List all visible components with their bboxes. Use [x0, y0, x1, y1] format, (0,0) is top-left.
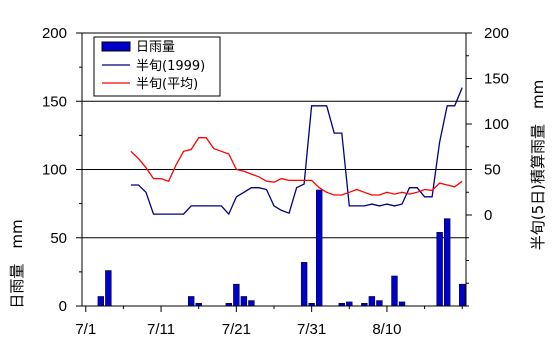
x-tick-label: 7/21 — [222, 321, 251, 338]
daily-rain-bar — [248, 300, 255, 307]
daily-rain-bar — [436, 232, 443, 307]
legend-swatch-daily-rain — [101, 41, 131, 52]
x-tick-label: 7/1 — [75, 321, 96, 338]
right-tick-label: 0 — [484, 207, 492, 224]
daily-rain-bar — [391, 275, 398, 307]
daily-rain-bar — [376, 300, 383, 307]
daily-rain-bar — [443, 218, 451, 307]
legend-label-pentad-average: 半旬(平均) — [136, 77, 198, 92]
daily-rain-bar — [97, 296, 105, 307]
left-tick-label: 50 — [50, 230, 67, 247]
daily-rain-bar — [105, 270, 112, 307]
daily-rain-bar — [315, 189, 323, 307]
daily-rain-bar — [398, 301, 406, 307]
legend-label-daily-rain: 日雨量 — [136, 40, 175, 55]
right-tick-label: 150 — [484, 71, 509, 88]
x-tick-label: 7/31 — [297, 321, 326, 338]
daily-rain-bar — [187, 296, 195, 307]
axis-ticks: 7/1 7/11 7/21 7/31 8/10 0 50 100 150 200 0 50 100 150… — [42, 25, 509, 338]
left-tick-label: 100 — [42, 162, 67, 179]
daily-rain-bar — [459, 283, 466, 307]
right-tick-label: 100 — [484, 116, 509, 133]
daily-rain-bar — [300, 262, 308, 307]
pentad-lines — [130, 87, 463, 216]
left-axis-title-text: 日雨量 mm — [8, 219, 26, 308]
right-tick-label: 50 — [484, 162, 501, 179]
legend-label-pentad-1999: 半旬(1999) — [136, 59, 205, 74]
x-tick-label: 8/10 — [372, 321, 401, 338]
pentad-average-line — [130, 137, 463, 196]
left-tick-label: 0 — [59, 298, 67, 315]
left-tick-label: 200 — [42, 25, 67, 42]
right-axis-title: 半旬(5日)積算雨量 mm — [529, 80, 547, 250]
daily-rain-bar — [240, 296, 248, 307]
daily-rain-bar — [346, 301, 353, 307]
legend: 日雨量 半旬(1999) 半旬(平均) — [93, 36, 221, 97]
left-tick-label: 150 — [42, 93, 67, 110]
right-axis-title-text: 半旬(5日)積算雨量 mm — [529, 80, 547, 250]
gridlines — [82, 100, 466, 239]
left-axis-title: 日雨量 mm — [8, 219, 26, 308]
right-tick-label: 200 — [484, 25, 509, 42]
x-tick-label: 7/11 — [147, 321, 175, 338]
daily-rain-bar — [368, 296, 376, 307]
daily-rain-bar — [233, 283, 240, 307]
